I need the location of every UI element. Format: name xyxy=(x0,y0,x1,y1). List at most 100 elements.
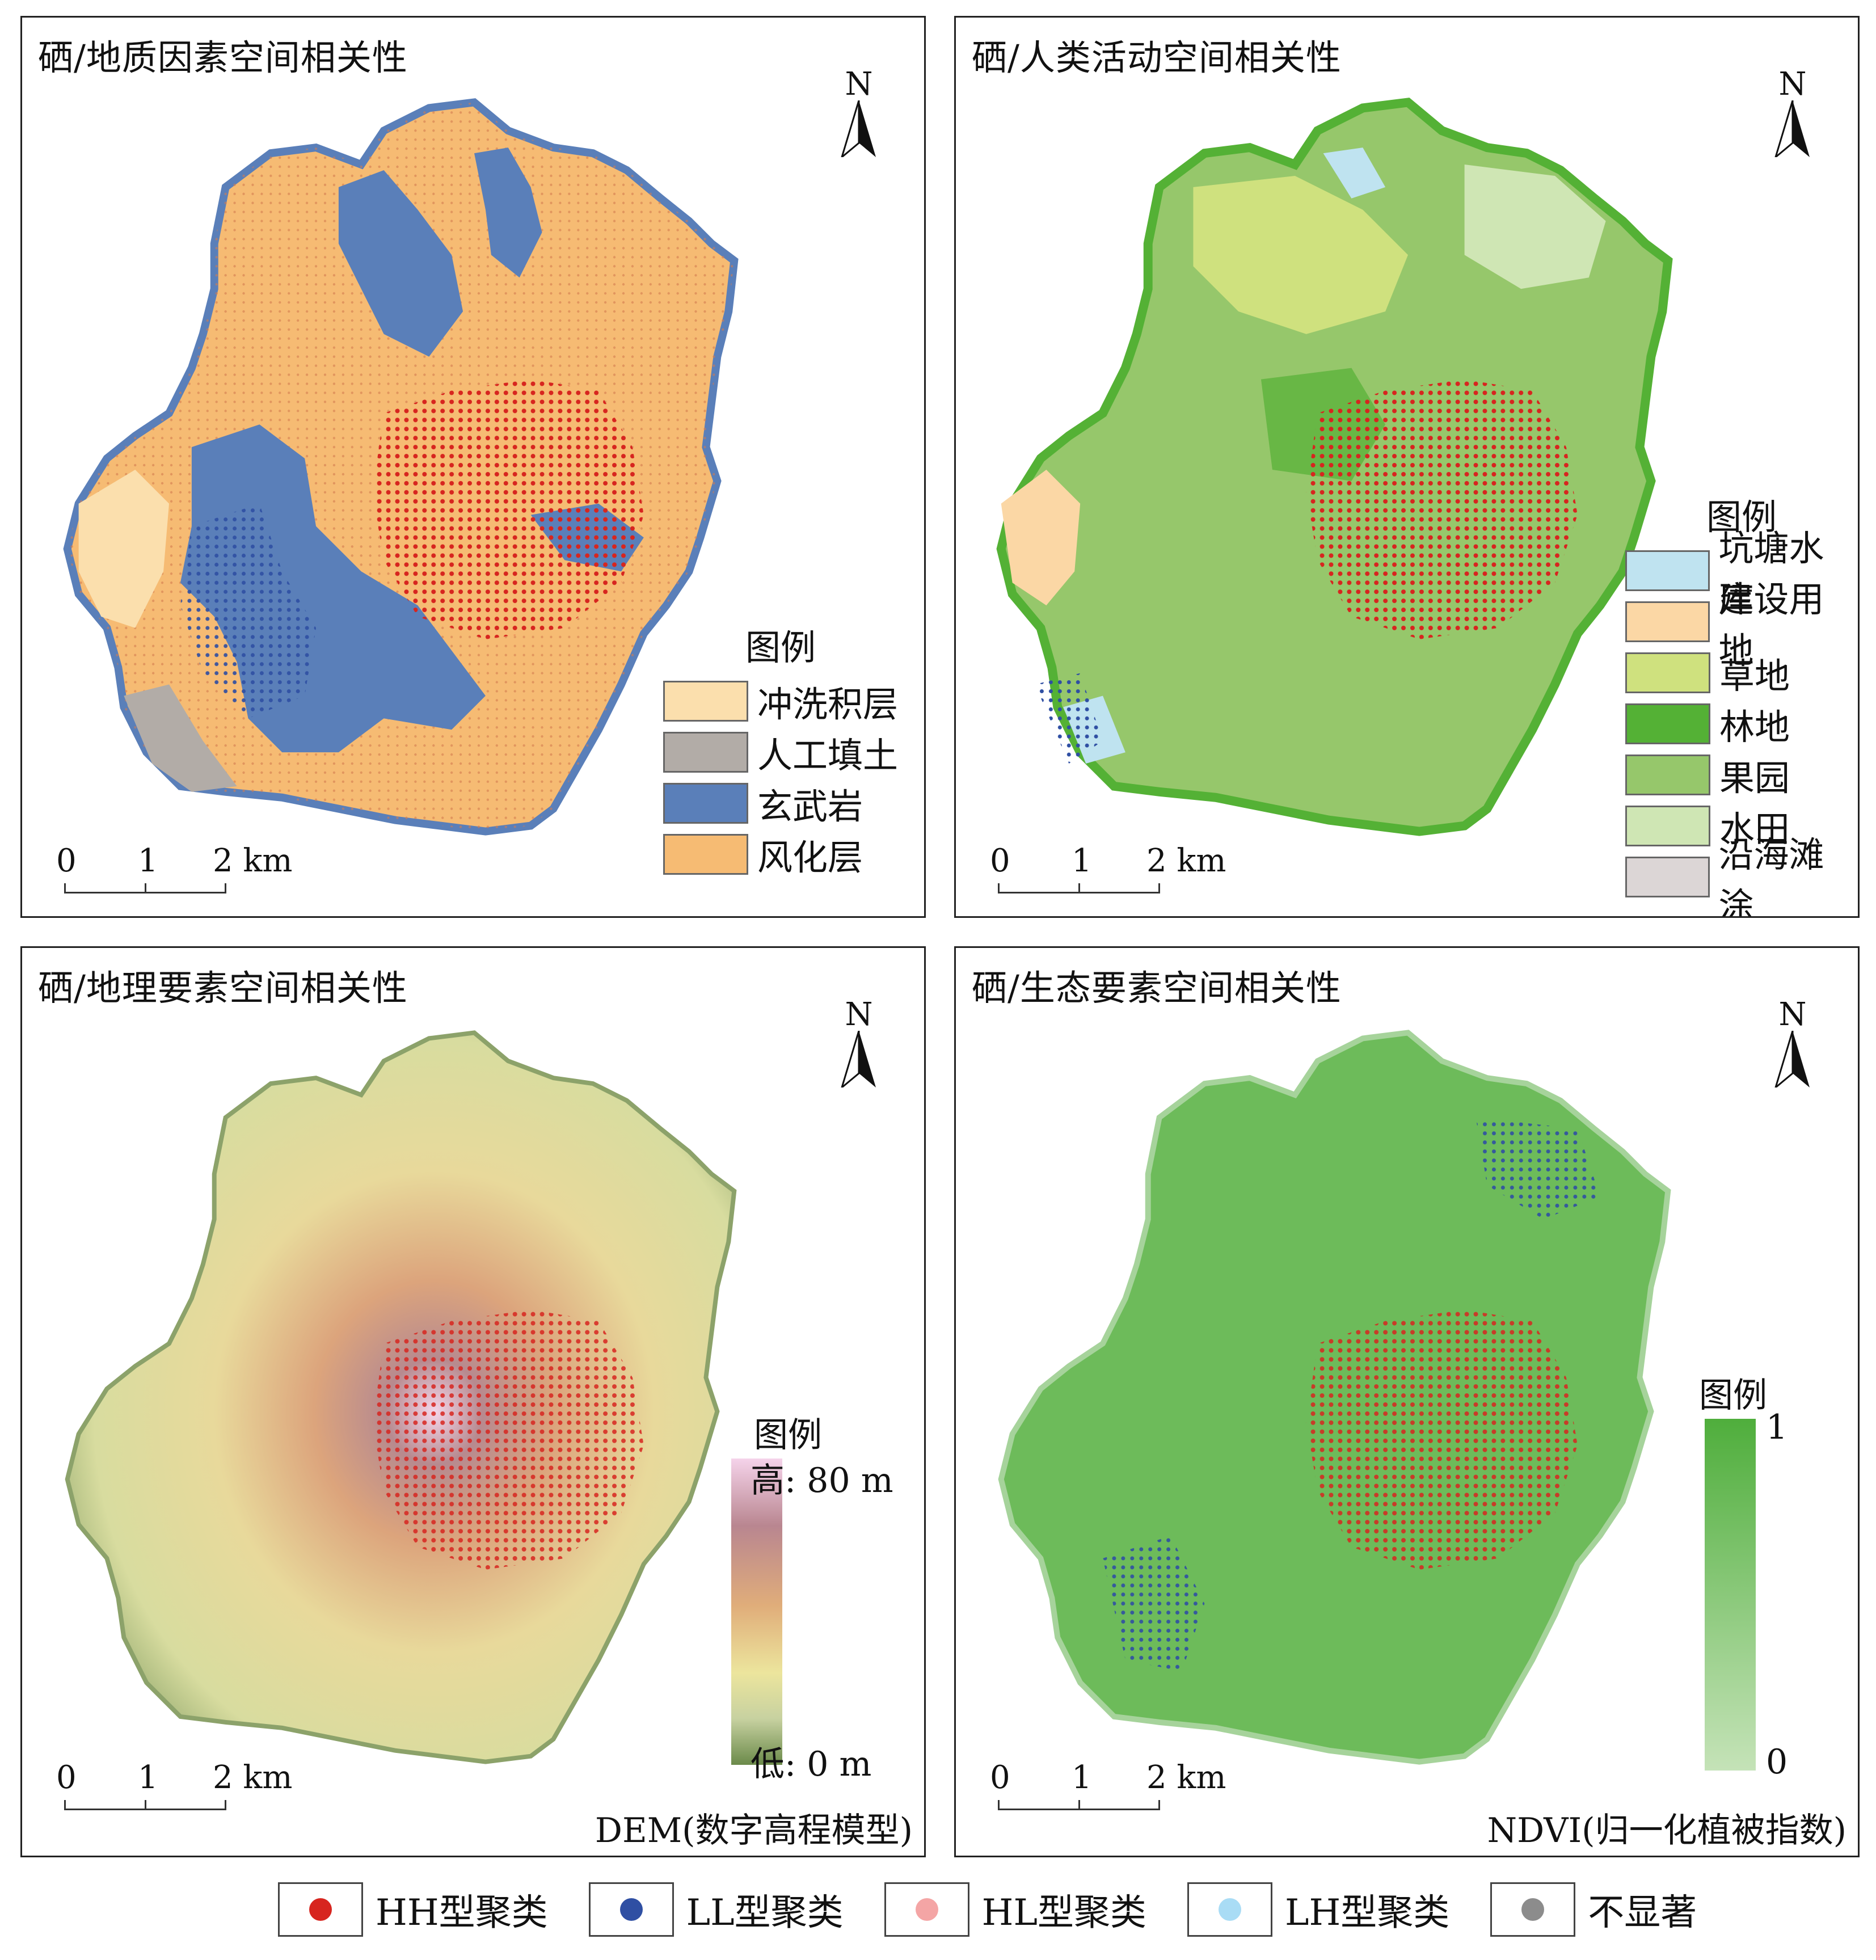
geology-map xyxy=(63,98,739,836)
scale-label-2: 2 km xyxy=(213,842,293,879)
panel-title: 硒/人类活动空间相关性 xyxy=(972,37,1342,78)
scale-label-0: 0 xyxy=(56,842,77,879)
legend-swatch xyxy=(1625,806,1710,846)
ramp-low-label: 低: 0 m xyxy=(751,1744,872,1784)
legend-swatch xyxy=(1625,857,1710,897)
scale-bar: 0 1 2 km xyxy=(45,1759,292,1810)
legend-item: 林地 xyxy=(1625,698,1858,749)
cluster-dot-icon xyxy=(619,1898,643,1921)
fill-southwest xyxy=(124,684,237,792)
geology-panel: 硒/地质因素空间相关性 N 0 1 2 km 图例 冲洗积层 人工填土 玄武岩 … xyxy=(20,16,926,918)
scale-bar: 0 1 2 km xyxy=(979,1759,1226,1810)
legend-item: 玄武岩 xyxy=(663,778,898,829)
cluster-dot-icon xyxy=(309,1898,332,1921)
geology-legend: 图例 冲洗积层 人工填土 玄武岩 风化层 xyxy=(663,619,898,880)
alluvium-west xyxy=(78,469,170,628)
legend-label: 冲洗积层 xyxy=(757,684,899,725)
legend-item: 沿海滩涂 xyxy=(1625,834,1858,916)
scale-bar-tick xyxy=(145,883,146,893)
legend-swatch xyxy=(663,732,748,773)
ecology-panel: 硒/生态要素空间相关性 N 0 1 2 km 图例 1 0 NDVI(归一化植被… xyxy=(954,946,1860,1857)
north-arrow: N xyxy=(1767,69,1818,160)
cluster-swatch xyxy=(1187,1882,1272,1937)
legend-item: 冲洗积层 xyxy=(663,676,898,727)
panel-title: 硒/地质因素空间相关性 xyxy=(38,37,408,78)
legend-label: 林地 xyxy=(1719,706,1790,748)
north-label: N xyxy=(845,66,873,103)
north-label: N xyxy=(1778,996,1807,1033)
cluster-dot-icon xyxy=(915,1898,938,1921)
landuse-map xyxy=(996,98,1673,836)
hh-cluster xyxy=(372,1309,644,1570)
ndvi-color-ramp xyxy=(1705,1419,1756,1771)
dem-map xyxy=(65,1030,737,1764)
legend-label: 草地 xyxy=(1719,655,1790,697)
hh-cluster xyxy=(1306,1309,1578,1570)
legend-label: 人工填土 xyxy=(757,735,899,776)
cluster-label: HH型聚类 xyxy=(376,1892,548,1934)
cluster-label: LL型聚类 xyxy=(686,1892,844,1934)
cluster-legend: HH型聚类 LL型聚类 HL型聚类 LH型聚类 不显著 xyxy=(278,1882,1738,1937)
legend-swatch xyxy=(1625,755,1710,795)
legend-label: 坑塘水库 xyxy=(1718,528,1824,620)
cluster-dot-icon xyxy=(1521,1898,1545,1921)
scale-label-0: 0 xyxy=(990,1759,1010,1796)
scale-label-2: 2 km xyxy=(1146,842,1226,879)
legend-item: 人工填土 xyxy=(663,727,898,778)
scale-label-1: 1 xyxy=(1072,842,1092,879)
north-arrow-icon xyxy=(1774,100,1810,160)
ndvi-caption: NDVI(归一化植被指数) xyxy=(1487,1811,1847,1851)
scale-label-2: 2 km xyxy=(1146,1759,1226,1796)
scale-bar: 0 1 2 km xyxy=(979,842,1226,893)
scale-label-0: 0 xyxy=(990,842,1010,879)
landuse-legend: 图例 坑塘水库 建设用地 草地 林地 果园 水田 沿海滩涂 xyxy=(1625,488,1858,916)
scale-bar-tick xyxy=(1078,1800,1080,1810)
cluster-swatch xyxy=(884,1882,969,1937)
scale-bar-tick xyxy=(1078,883,1080,893)
cluster-dot-icon xyxy=(1218,1898,1241,1921)
cluster-legend-item: HL型聚类 xyxy=(884,1882,1146,1937)
north-arrow-icon xyxy=(840,1030,876,1090)
legend-swatch xyxy=(1625,703,1710,744)
legend-label: 沿海滩涂 xyxy=(1718,834,1824,918)
cluster-legend-item: HH型聚类 xyxy=(278,1882,548,1937)
cluster-label: LH型聚类 xyxy=(1284,1892,1450,1934)
scale-label-1: 1 xyxy=(138,842,158,879)
cluster-swatch xyxy=(278,1882,363,1937)
legend-item: 坑塘水库 xyxy=(1625,528,1858,620)
legend-title: 图例 xyxy=(754,1415,822,1455)
legend-label: 水田 xyxy=(1719,808,1790,850)
legend-swatch xyxy=(663,681,748,722)
scale-label-2: 2 km xyxy=(213,1759,293,1796)
legend-swatch xyxy=(1625,601,1710,642)
geography-panel: 硒/地理要素空间相关性 N 0 1 2 km 图例 高: 80 m 低: 0 m… xyxy=(20,946,926,1857)
north-arrow: N xyxy=(833,999,884,1090)
legend-swatch xyxy=(1625,550,1710,591)
dem-color-ramp xyxy=(731,1459,782,1765)
panel-title: 硒/地理要素空间相关性 xyxy=(38,967,408,1009)
scale-label-1: 1 xyxy=(1072,1759,1092,1796)
hh-cluster xyxy=(372,379,644,639)
cluster-legend-item: 不显著 xyxy=(1490,1882,1697,1937)
legend-label: 建设用地 xyxy=(1718,579,1824,671)
north-arrow: N xyxy=(833,66,884,160)
scale-label-1: 1 xyxy=(138,1759,158,1796)
north-arrow-icon xyxy=(1774,1030,1810,1090)
scale-bar-tick xyxy=(145,1800,146,1810)
cluster-legend-item: LH型聚类 xyxy=(1187,1882,1449,1937)
legend-item: 建设用地 xyxy=(1625,579,1858,671)
legend-title: 图例 xyxy=(1706,496,1777,538)
cluster-legend-item: LL型聚类 xyxy=(588,1882,844,1937)
scale-bar: 0 1 2 km xyxy=(45,842,292,893)
north-arrow: N xyxy=(1767,999,1818,1090)
legend-swatch xyxy=(1625,652,1710,693)
cluster-label: HL型聚类 xyxy=(981,1892,1146,1934)
legend-item: 草地 xyxy=(1625,647,1858,698)
north-label: N xyxy=(845,996,873,1033)
legend-title: 图例 xyxy=(1699,1376,1767,1415)
legend-label: 玄武岩 xyxy=(757,786,863,827)
legend-title: 图例 xyxy=(745,627,816,668)
cluster-label: 不显著 xyxy=(1588,1892,1697,1934)
scale-label-0: 0 xyxy=(56,1759,77,1796)
legend-label: 果园 xyxy=(1719,757,1790,799)
